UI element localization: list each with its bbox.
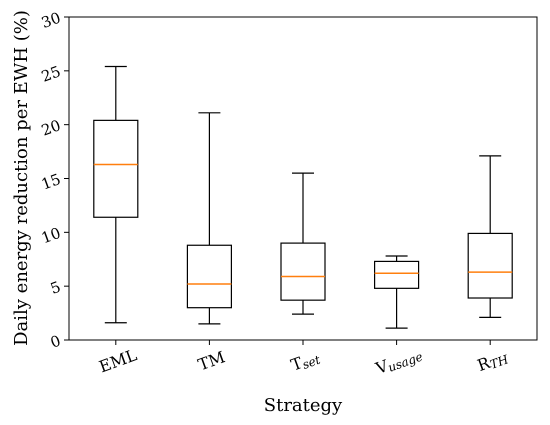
- y-tick-label: 0: [48, 332, 63, 352]
- y-tick-label: 25: [39, 62, 63, 85]
- y-tick-label: 10: [39, 224, 63, 247]
- box-2: [186, 112, 232, 325]
- iqr-box: [280, 242, 326, 301]
- y-tick-label: 20: [39, 116, 63, 139]
- y-axis-title: Daily energy reduction per EWH (%): [11, 10, 32, 346]
- iqr-box: [467, 232, 513, 299]
- x-axis-title: Strategy: [264, 395, 343, 416]
- x-tick-label: TM: [196, 347, 228, 374]
- y-tick-label: 15: [39, 170, 63, 193]
- x-tick-label: EML: [96, 345, 139, 376]
- box-3: [280, 172, 326, 315]
- x-tick-label: RTH: [475, 347, 511, 376]
- x-tick-label-main: TM: [196, 347, 228, 374]
- x-tick-label-subscript: TH: [488, 352, 511, 372]
- iqr-box: [374, 260, 420, 289]
- box-4: [374, 255, 420, 329]
- y-tick-label: 30: [39, 9, 63, 32]
- x-tick-label-subscript: usage: [386, 349, 424, 374]
- boxes: [93, 65, 513, 329]
- iqr-box: [186, 244, 232, 309]
- x-tick-label-main: EML: [96, 345, 139, 376]
- box-5: [467, 155, 513, 318]
- x-tick-label-subscript: set: [300, 353, 322, 372]
- iqr-box: [93, 119, 139, 218]
- x-tick-label: Tset: [288, 347, 322, 376]
- y-tick-label: 5: [48, 278, 63, 298]
- x-tick-label: Vusage: [372, 344, 424, 379]
- x-axis: EML TM Tset Vusage RTH: [96, 340, 511, 379]
- box-1: [93, 65, 139, 324]
- y-axis: 0 5 10 15 20 25 30: [39, 9, 69, 352]
